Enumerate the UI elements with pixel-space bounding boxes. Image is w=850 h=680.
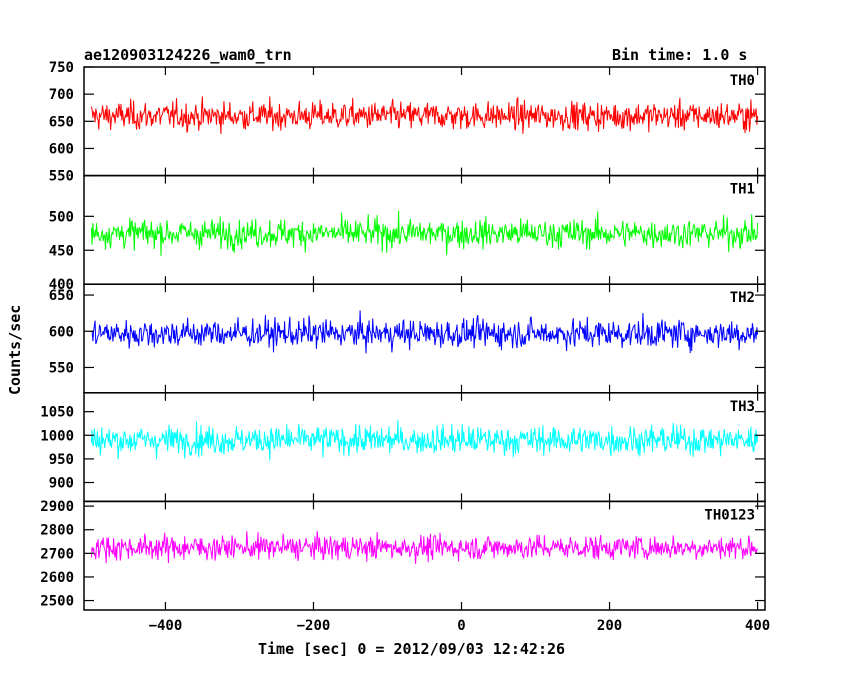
y-tick-label: 2500 <box>40 594 74 610</box>
x-tick-label: 0 <box>457 618 465 634</box>
y-tick-label: 750 <box>49 60 74 76</box>
panel-frame <box>83 500 766 611</box>
y-tick-label: 650 <box>49 288 74 304</box>
x-tick-label: −400 <box>149 618 183 634</box>
y-tick-label: 650 <box>49 114 74 130</box>
y-tick-label: 550 <box>49 169 74 185</box>
y-tick-label: 600 <box>49 324 74 340</box>
series-line-th3 <box>90 420 759 461</box>
x-axis-label: Time [sec] 0 = 2012/09/03 12:42:26 <box>258 640 566 658</box>
series-label-th1: TH1 <box>730 182 755 198</box>
x-tick-label: −200 <box>297 618 331 634</box>
series-line-th0 <box>90 96 759 134</box>
y-tick-label: 2900 <box>40 499 74 515</box>
y-tick-label: 2600 <box>40 570 74 586</box>
bin-time-label: Bin time: 1.0 s <box>612 46 748 64</box>
series-label-th2: TH2 <box>730 290 755 306</box>
x-tick-label: 200 <box>597 618 622 634</box>
series-label-th0: TH0 <box>730 73 755 89</box>
y-tick-label: 600 <box>49 141 74 157</box>
y-tick-label: 500 <box>49 209 74 225</box>
panel-frame <box>83 392 766 503</box>
x-tick-label: 400 <box>745 618 770 634</box>
panel-th0123: 2500 2600 2700 2800 2900 TH0123 <box>40 499 766 611</box>
panel-th0: 550 600 650 700 750 TH0 <box>49 60 766 185</box>
series-line-th1 <box>90 210 759 257</box>
series-line-th0123 <box>90 530 759 564</box>
panel-th3: 900 950 1000 1050 TH3 <box>40 392 766 503</box>
y-tick-label: 2700 <box>40 546 74 562</box>
y-tick-label: 450 <box>49 243 74 259</box>
y-tick-label: 950 <box>49 452 74 468</box>
y-tick-label: 2800 <box>40 523 74 539</box>
series-line-th2 <box>91 310 759 354</box>
y-tick-label: 550 <box>49 360 74 376</box>
y-tick-label: 400 <box>49 277 74 293</box>
y-tick-label: 1050 <box>40 405 74 421</box>
y-tick-label: 700 <box>49 87 74 103</box>
y-tick-label: 900 <box>49 476 74 492</box>
y-axis-label: Counts/sec <box>6 304 24 395</box>
panel-th1: 400 450 500 TH1 <box>49 174 766 293</box>
chart-title: ae120903124226_wam0_trn <box>84 46 292 64</box>
panel-th2: 550 600 650 TH2 <box>49 283 766 394</box>
series-label-th0123: TH0123 <box>704 507 755 523</box>
y-tick-label: 1000 <box>40 428 74 444</box>
series-label-th3: TH3 <box>730 399 755 415</box>
